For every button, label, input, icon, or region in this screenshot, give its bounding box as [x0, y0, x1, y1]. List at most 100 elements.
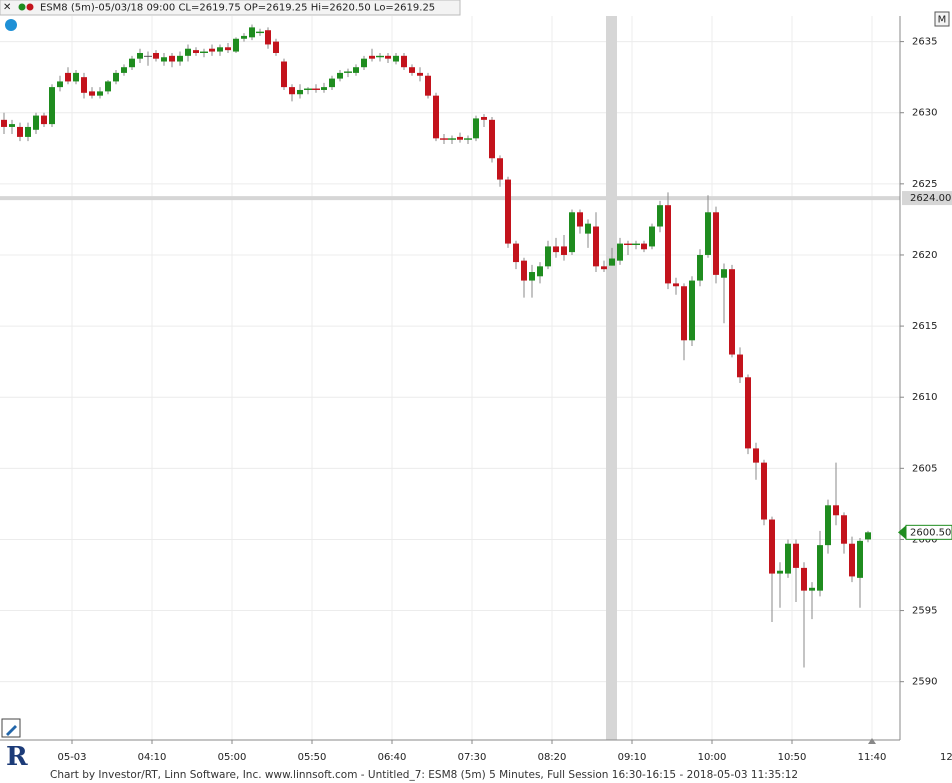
- x-tick-label: 11:40: [858, 752, 887, 763]
- candle-body: [353, 67, 359, 73]
- x-tick-label: 08:20: [538, 752, 567, 763]
- candle-body: [185, 48, 191, 56]
- candle-body: [265, 30, 271, 45]
- candle-body: [737, 354, 743, 378]
- candle-body: [601, 266, 607, 270]
- candle-body: [481, 116, 487, 120]
- candle-body: [312, 88, 320, 90]
- candle-body: [521, 260, 527, 281]
- candle-body: [193, 50, 199, 53]
- candle-body: [681, 286, 687, 341]
- candle-body: [337, 72, 343, 79]
- candle-body: [209, 48, 215, 52]
- menu-button-label[interactable]: M: [938, 15, 947, 26]
- candle-body: [721, 269, 727, 278]
- candle-body: [425, 75, 431, 96]
- candle-body: [113, 72, 119, 82]
- candle-body: [649, 226, 655, 247]
- candle-body: [200, 51, 208, 53]
- y-tick-label: 2620: [912, 250, 937, 261]
- plot-area: [0, 16, 900, 740]
- candle-body: [561, 246, 567, 255]
- candle-body: [73, 72, 79, 82]
- candle-body: [225, 47, 231, 51]
- candle-body: [401, 55, 407, 68]
- candle-body: [537, 266, 543, 277]
- candle-body: [777, 570, 783, 574]
- candle-body: [137, 52, 143, 59]
- candle-body: [657, 205, 663, 227]
- candle-body: [105, 81, 111, 92]
- candle-body: [65, 72, 71, 82]
- candle-body: [121, 67, 127, 73]
- logo-letter: R: [6, 742, 28, 772]
- candle-body: [25, 126, 31, 137]
- candle-body: [489, 119, 495, 159]
- candle-body: [273, 41, 279, 53]
- crosshair-vertical: [606, 16, 617, 740]
- candle-body: [641, 243, 647, 250]
- x-tick-label: 09:10: [618, 752, 647, 763]
- candle-body: [41, 115, 47, 125]
- clock-icon[interactable]: [5, 19, 17, 31]
- candle-body: [769, 519, 775, 574]
- candle-body: [825, 505, 831, 546]
- candle-body: [177, 55, 183, 62]
- candle-body: [505, 179, 511, 244]
- candle-body: [865, 532, 871, 540]
- x-tick-label: 05:00: [218, 752, 247, 763]
- x-tick-label: 10:50: [778, 752, 807, 763]
- candle-body: [809, 587, 815, 591]
- candle-body: [241, 35, 247, 39]
- candle-body: [833, 505, 839, 516]
- candle-body: [569, 212, 575, 253]
- x-tick-label: 05:50: [298, 752, 327, 763]
- candle-body: [801, 567, 807, 591]
- y-tick-label: 2595: [912, 606, 937, 617]
- menu-button[interactable]: [934, 11, 950, 27]
- candle-body: [529, 272, 535, 281]
- candle-body: [17, 126, 23, 137]
- candle-body: [513, 243, 519, 263]
- candle-body: [321, 87, 327, 90]
- candle-body: [593, 226, 599, 267]
- corner-number: 12: [940, 752, 952, 763]
- status-dot: [18, 3, 26, 11]
- candle-body: [49, 87, 55, 125]
- candle-body: [369, 55, 375, 59]
- header-text: ESM8 (5m)-05/03/18 09:00 CL=2619.75 OP=2…: [40, 3, 435, 14]
- candle-body: [304, 88, 312, 90]
- candle-body: [857, 540, 863, 578]
- candle-body: [497, 158, 503, 180]
- candle-body: [609, 258, 615, 266]
- last-price-tag: [905, 524, 952, 540]
- candle-body: [817, 545, 823, 591]
- candle-body: [464, 138, 472, 140]
- candle-body: [753, 448, 759, 463]
- candle-body: [761, 462, 767, 520]
- candle-body: [665, 205, 671, 284]
- y-tick-label: 2615: [912, 321, 937, 332]
- candle-body: [361, 58, 367, 68]
- y-tick-label: 2610: [912, 392, 937, 403]
- logo: R: [6, 742, 28, 772]
- candle-body: [217, 47, 223, 52]
- candle-body: [297, 89, 303, 95]
- y-tick-label: 2625: [912, 179, 937, 190]
- candle-body: [9, 124, 15, 127]
- y-tick-label: 2605: [912, 463, 937, 474]
- candle-body: [281, 61, 287, 88]
- candle-body: [457, 136, 463, 140]
- crosshair-price-tag: [902, 191, 952, 206]
- candle-body: [745, 377, 751, 449]
- candle-body: [344, 71, 352, 73]
- candle-body: [433, 95, 439, 139]
- close-icon[interactable]: ✕: [3, 2, 11, 13]
- draw-tool-button[interactable]: [1, 718, 21, 738]
- status-dot: [26, 3, 34, 11]
- candle-body: [376, 55, 384, 58]
- candle-body: [161, 57, 167, 62]
- candle-body: [89, 91, 95, 96]
- candle-body: [545, 246, 551, 267]
- candle-body: [33, 115, 39, 130]
